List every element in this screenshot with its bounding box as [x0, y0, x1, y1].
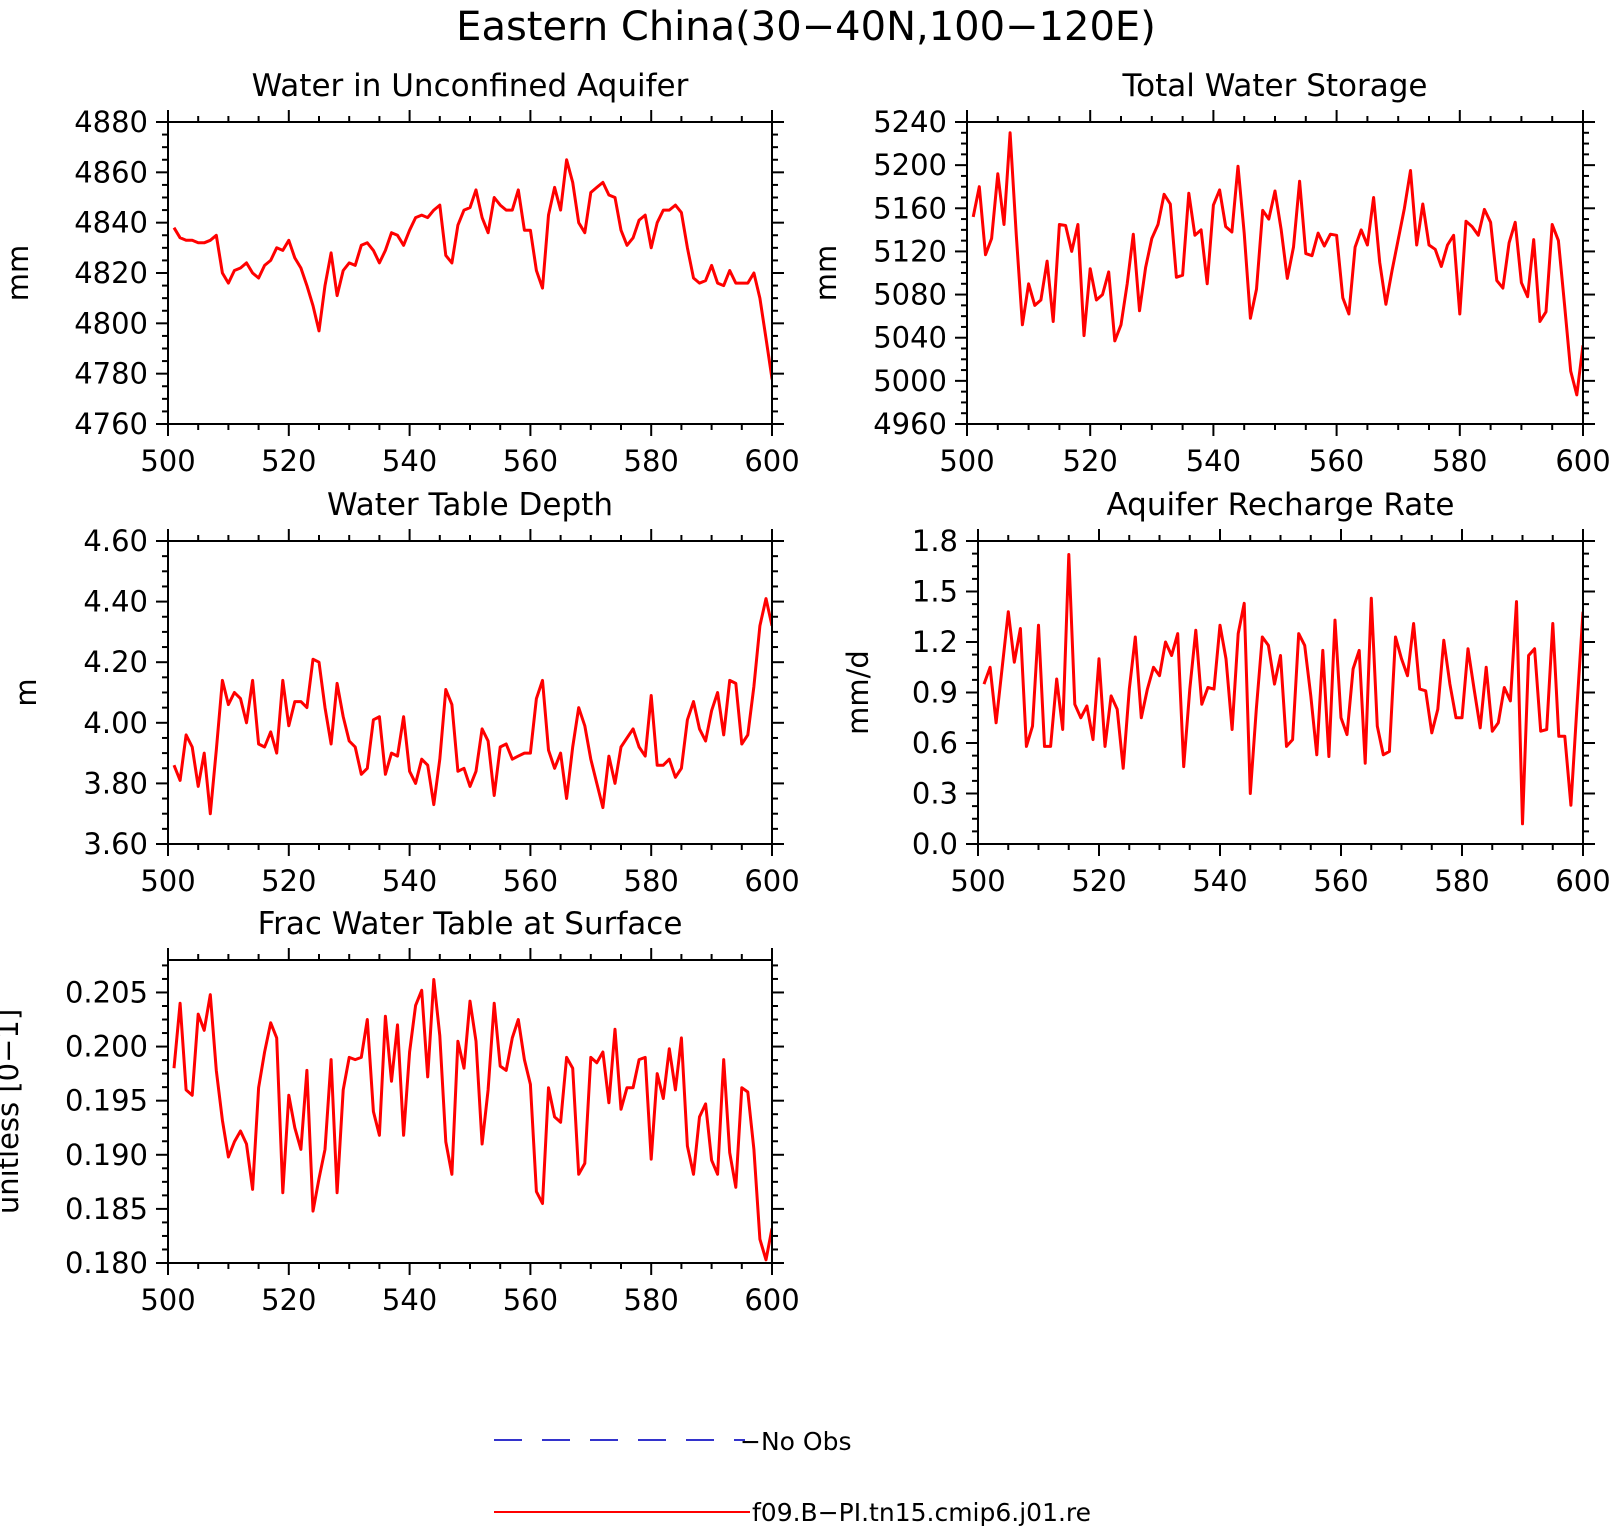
- x-tick-label: 600: [1555, 864, 1610, 898]
- x-tick-label: 540: [382, 1283, 437, 1317]
- x-tick-label: 500: [140, 864, 195, 898]
- y-tick-label: 0.9: [912, 676, 958, 710]
- panel-title: Water Table Depth: [327, 487, 613, 523]
- y-tick-label: 1.2: [912, 625, 958, 659]
- panel-title: Frac Water Table at Surface: [258, 906, 683, 942]
- panel-5: Frac Water Table at Surface unitless [0−1…: [0, 906, 800, 1317]
- y-tick-label: 0.205: [65, 975, 148, 1009]
- series-line: [971, 131, 1583, 397]
- x-tick-label: 580: [624, 1283, 679, 1317]
- y-axis-label: m: [9, 678, 43, 706]
- x-tick-label: 560: [503, 864, 558, 898]
- x-tick-label: 500: [140, 444, 195, 478]
- y-tick-label: 4880: [74, 105, 148, 139]
- y-tick-label: 5120: [873, 234, 947, 268]
- x-tick-label: 520: [261, 1283, 316, 1317]
- panel-1: Water in Unconfined Aquifer mm 500 520 540 56…: [1, 68, 800, 478]
- y-tick-label: 0.0: [912, 827, 958, 861]
- panel-3: Water Table Depth m 500 520 540 560 580 600 3.60…: [9, 487, 800, 898]
- plot-frame: [977, 540, 1584, 845]
- y-tick-label: 4800: [74, 306, 148, 340]
- panel-2: Total Water Storage mm 500 520 540 560 580 600 4…: [809, 68, 1611, 478]
- x-tick-label: 540: [1186, 444, 1241, 478]
- x-tick-label: 580: [624, 444, 679, 478]
- y-tick-label: 0.6: [912, 726, 958, 760]
- y-tick-label: 4960: [873, 407, 947, 441]
- y-tick-label: 5000: [873, 364, 947, 398]
- x-tick-label: 560: [503, 1283, 558, 1317]
- y-tick-label: 3.60: [83, 827, 148, 861]
- x-tick-label: 580: [1434, 864, 1489, 898]
- y-tick-label: 1.5: [912, 575, 958, 609]
- x-tick-label: 600: [744, 1283, 799, 1317]
- y-tick-label: 4860: [74, 155, 148, 189]
- y-tick-label: 5040: [873, 321, 947, 355]
- plot-frame: [167, 540, 773, 845]
- y-axis-label: mm/d: [841, 650, 875, 735]
- y-tick-label: 1.8: [912, 524, 958, 558]
- series-line: [172, 978, 772, 1262]
- x-tick-label: 540: [382, 444, 437, 478]
- plot-frame: [167, 959, 773, 1264]
- y-tick-label: 4.60: [83, 524, 148, 558]
- panel-title: Total Water Storage: [1121, 68, 1427, 104]
- y-tick-label: 0.200: [65, 1030, 148, 1064]
- figure-title: Eastern China(30−40N,100−120E): [456, 4, 1156, 50]
- x-tick-label: 540: [1192, 864, 1247, 898]
- y-tick-label: 0.180: [65, 1246, 148, 1280]
- x-tick-label: 520: [261, 864, 316, 898]
- y-tick-label: 4840: [74, 206, 148, 240]
- legend-label-no-obs: −No Obs: [740, 1427, 851, 1456]
- y-tick-label: 4780: [74, 357, 148, 391]
- plot-frame: [966, 121, 1584, 425]
- x-tick-label: 520: [261, 444, 316, 478]
- x-tick-label: 560: [503, 444, 558, 478]
- legend-label-model: f09.B−PI.tn15.cmip6.j01.re: [752, 1498, 1091, 1527]
- y-tick-label: 0.190: [65, 1138, 148, 1172]
- y-tick-label: 4.00: [83, 706, 148, 740]
- x-tick-label: 600: [744, 444, 799, 478]
- panel-title: Water in Unconfined Aquifer: [252, 68, 689, 104]
- y-tick-label: 0.195: [65, 1084, 148, 1118]
- x-tick-label: 500: [939, 444, 994, 478]
- x-tick-label: 520: [1071, 864, 1126, 898]
- panels-container: Water in Unconfined Aquifer mm 500 520 540 56…: [0, 68, 1611, 1317]
- y-axis-label: unitless [0−1]: [0, 1009, 25, 1214]
- y-axis-label: mm: [809, 245, 843, 302]
- x-tick-label: 500: [950, 864, 1005, 898]
- panel-4: Aquifer Recharge Rate mm/d 500 520 540 560 580…: [841, 487, 1611, 898]
- y-tick-label: 4760: [74, 407, 148, 441]
- y-axis-label: mm: [1, 245, 35, 302]
- y-tick-label: 0.3: [912, 777, 958, 811]
- x-tick-label: 600: [1555, 444, 1610, 478]
- y-tick-label: 4820: [74, 256, 148, 290]
- series-line: [172, 158, 772, 384]
- x-tick-label: 560: [1309, 444, 1364, 478]
- x-tick-label: 580: [1432, 444, 1487, 478]
- y-tick-label: 5080: [873, 278, 947, 312]
- y-tick-label: 5160: [873, 191, 947, 225]
- x-tick-label: 560: [1313, 864, 1368, 898]
- x-tick-label: 540: [382, 864, 437, 898]
- y-tick-label: 3.80: [83, 766, 148, 800]
- series-line: [982, 553, 1583, 826]
- y-tick-label: 4.40: [83, 585, 148, 619]
- plot-frame: [167, 121, 773, 425]
- x-tick-label: 520: [1063, 444, 1118, 478]
- panel-title: Aquifer Recharge Rate: [1107, 487, 1455, 523]
- series-line: [172, 597, 772, 816]
- x-tick-label: 600: [744, 864, 799, 898]
- x-tick-label: 500: [140, 1283, 195, 1317]
- y-tick-label: 5240: [873, 105, 947, 139]
- legend: −No Obs f09.B−PI.tn15.cmip6.j01.re: [494, 1427, 1091, 1527]
- y-tick-label: 4.20: [83, 645, 148, 679]
- y-tick-label: 5200: [873, 148, 947, 182]
- y-tick-label: 0.185: [65, 1192, 148, 1226]
- x-tick-label: 580: [624, 864, 679, 898]
